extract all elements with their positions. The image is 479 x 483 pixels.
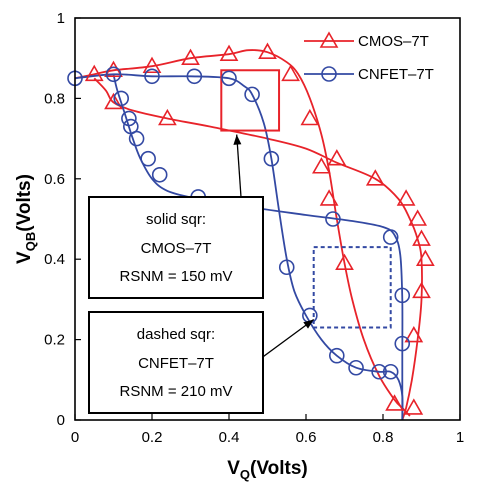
data-point-cnfet — [113, 90, 129, 107]
data-point-cnfet — [371, 363, 387, 380]
y-axis-title: VQB(Volts) — [14, 174, 38, 264]
data-point-cnfet — [244, 86, 260, 103]
y-tick-label: 0 — [57, 412, 65, 429]
legend-marker-cnfet — [321, 66, 337, 82]
legend-marker-cmos — [319, 31, 339, 48]
x-tick-label: 0.8 — [373, 429, 394, 446]
plot-frame — [74, 17, 461, 421]
annotation-cmos-line1: solid sqr: — [146, 211, 206, 228]
data-point-cmos — [319, 189, 339, 206]
annotation-arrow-line — [236, 134, 242, 198]
annotation-cnfet: dashed sqr: CNFET–7T RSNM = 210 mV — [88, 311, 264, 414]
annotation-cmos-line2: CMOS–7T — [141, 240, 212, 257]
legend-label-cmos: CMOS–7T — [358, 33, 429, 50]
y-axis-title-main: V — [14, 251, 35, 264]
data-point-cnfet — [325, 211, 341, 227]
data-point-cnfet — [382, 363, 399, 380]
data-point-cmos — [312, 157, 331, 174]
annotation-cnfet-line2: CNFET–7T — [138, 355, 214, 372]
data-point-cmos — [404, 398, 424, 415]
data-point-cnfet — [263, 150, 280, 167]
series-line-cnfet-0 — [74, 73, 404, 421]
data-point-cnfet — [382, 229, 399, 245]
x-axis-title: VQ(Volts) — [227, 458, 308, 482]
y-tick-label: 0.6 — [44, 171, 65, 188]
annotation-cnfet-line1: dashed sqr: — [137, 326, 215, 343]
data-point-cmos — [281, 64, 300, 82]
data-point-cmos — [158, 108, 177, 126]
data-point-cnfet — [278, 259, 295, 276]
y-tick-label: 0.8 — [44, 90, 65, 107]
x-tick-label: 0.4 — [219, 429, 240, 446]
annotation-arrow-head — [303, 319, 314, 329]
data-point-cnfet — [151, 166, 168, 183]
tick-marks — [74, 17, 461, 421]
x-axis-title-sub: Q — [240, 467, 250, 482]
data-point-cmos — [408, 209, 428, 226]
series-markers — [67, 42, 435, 415]
data-point-cmos — [412, 281, 431, 299]
x-axis-title-tail: (Volts) — [250, 458, 308, 479]
data-point-cnfet — [221, 70, 237, 87]
y-tick-label: 1 — [57, 10, 65, 27]
data-point-cnfet — [186, 68, 203, 85]
tick-labels: 0 0.2 0.4 0.6 0.8 1 0 0.2 0.4 0.6 0.8 1 — [44, 10, 464, 446]
annotation-box-cmos — [88, 196, 264, 299]
annotation-cmos-line3: RSNM = 150 mV — [120, 268, 233, 285]
data-point-cmos — [142, 56, 162, 74]
y-tick-label: 0.4 — [44, 251, 65, 268]
data-point-cmos — [365, 169, 385, 186]
data-point-cmos — [415, 249, 435, 267]
series-line-cmos-1 — [93, 77, 423, 421]
annotation-arrow-head — [233, 134, 242, 145]
data-point-cnfet — [348, 359, 364, 376]
data-point-cmos — [300, 108, 320, 126]
annotation-box-cnfet — [88, 311, 264, 414]
legend-label-cnfet: CNFET–7T — [358, 66, 434, 83]
data-point-cmos — [335, 253, 354, 271]
data-point-cnfet — [128, 130, 145, 147]
data-point-cnfet — [394, 335, 411, 352]
data-point-cnfet — [140, 150, 156, 167]
data-point-cmos — [385, 394, 404, 411]
x-tick-label: 1 — [456, 429, 464, 446]
data-point-cnfet — [328, 347, 345, 364]
snm-box-cnfet — [312, 246, 392, 329]
data-point-cmos — [84, 64, 104, 82]
data-point-cmos — [396, 189, 416, 206]
data-point-cmos — [327, 149, 347, 166]
data-point-cmos — [404, 325, 424, 343]
data-point-cnfet — [121, 110, 137, 127]
data-point-cmos — [181, 48, 200, 65]
data-point-cnfet — [144, 68, 160, 85]
x-tick-label: 0 — [71, 429, 79, 446]
x-tick-label: 0.6 — [296, 429, 317, 446]
y-axis-title-tail: (Volts) — [14, 174, 35, 232]
data-point-cnfet — [105, 66, 122, 83]
data-point-cmos — [258, 42, 277, 59]
legend: CMOS–7T CNFET–7T — [304, 31, 434, 83]
snm-box-cmos — [220, 69, 281, 132]
y-tick-label: 0.2 — [44, 332, 65, 349]
data-point-cmos — [412, 229, 431, 246]
snm-boxes — [220, 69, 392, 329]
x-tick-label: 0.2 — [142, 429, 163, 446]
data-point-cmos — [104, 92, 123, 110]
y-axis-title-sub: QB — [23, 232, 38, 252]
annotation-cmos: solid sqr: CMOS–7T RSNM = 150 mV — [88, 196, 264, 299]
annotation-cnfet-line3: RSNM = 210 mV — [120, 383, 233, 400]
data-point-cmos — [219, 44, 239, 61]
data-point-cnfet — [394, 287, 411, 304]
x-axis-title-main: V — [227, 458, 240, 479]
